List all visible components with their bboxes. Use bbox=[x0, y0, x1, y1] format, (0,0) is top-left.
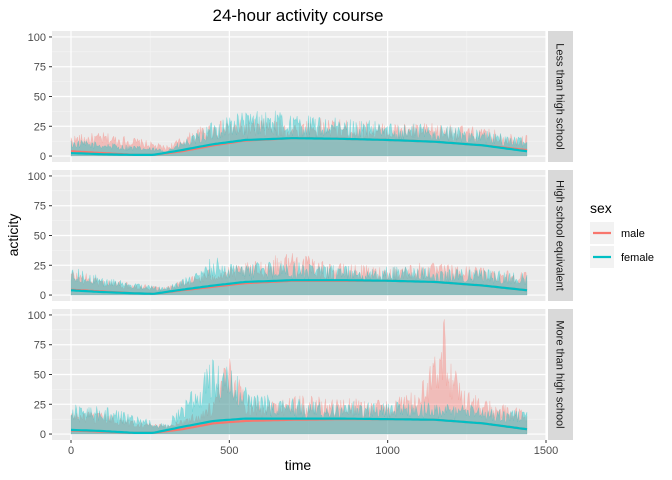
facet-strip bbox=[548, 31, 573, 162]
panel-1: 0 25 50 75 100 Less than high school bbox=[28, 31, 573, 163]
y-tick-label: 100 bbox=[28, 171, 46, 183]
panel-3: 0 25 50 75 100 More than high school bbox=[28, 309, 573, 441]
y-tick-label: 0 bbox=[40, 151, 46, 163]
chart-title: 24-hour activity course bbox=[212, 6, 383, 25]
legend-items: male female bbox=[590, 222, 654, 268]
panel-2: 0 25 50 75 100 High school equivalent bbox=[28, 170, 573, 302]
y-tick-label: 100 bbox=[28, 310, 46, 322]
y-tick-label: 75 bbox=[34, 62, 46, 74]
x-tick-label: 0 bbox=[68, 445, 74, 457]
x-axis-title: time bbox=[285, 457, 312, 473]
y-tick-label: 100 bbox=[28, 32, 46, 44]
ribbon-female bbox=[70, 358, 528, 435]
ribbon-male bbox=[70, 118, 528, 157]
panels: 0 25 50 75 100 Less than high school 0 25 50 75 10… bbox=[28, 31, 573, 441]
y-tick-label: 25 bbox=[34, 260, 46, 272]
ribbon-male bbox=[70, 253, 528, 296]
facet-strip-label: More than high school bbox=[554, 320, 566, 428]
legend-label-male: male bbox=[621, 228, 645, 240]
x-tick-label: 1000 bbox=[375, 445, 399, 457]
y-tick-label: 50 bbox=[34, 370, 46, 382]
ribbon-female bbox=[70, 257, 528, 296]
y-tick-label: 50 bbox=[34, 92, 46, 104]
x-axis: 0 500 1000 1500 bbox=[68, 440, 558, 457]
legend-title: sex bbox=[590, 200, 612, 216]
y-tick-label: 75 bbox=[34, 201, 46, 213]
facet-strip bbox=[548, 170, 573, 301]
ribbon-female bbox=[70, 110, 528, 157]
y-tick-label: 25 bbox=[34, 399, 46, 411]
y-tick-label: 0 bbox=[40, 290, 46, 302]
y-tick-label: 50 bbox=[34, 231, 46, 243]
smooth-line-female bbox=[70, 279, 528, 295]
smooth-line-female bbox=[70, 417, 528, 434]
y-tick-label: 25 bbox=[34, 121, 46, 133]
y-tick-label: 0 bbox=[40, 429, 46, 441]
legend: sex male female bbox=[590, 200, 654, 268]
x-tick-label: 1500 bbox=[534, 445, 558, 457]
smooth-line-female bbox=[70, 137, 528, 156]
facet-strip bbox=[548, 309, 573, 440]
legend-label-female: female bbox=[621, 252, 654, 264]
facet-strip-label: Less than high school bbox=[554, 43, 566, 149]
y-axis-title: acticity bbox=[5, 214, 21, 257]
ribbon-male bbox=[70, 319, 528, 435]
facet-strip-label: High school equivalent bbox=[554, 180, 566, 291]
x-tick-label: 500 bbox=[220, 445, 238, 457]
y-tick-label: 75 bbox=[34, 340, 46, 352]
